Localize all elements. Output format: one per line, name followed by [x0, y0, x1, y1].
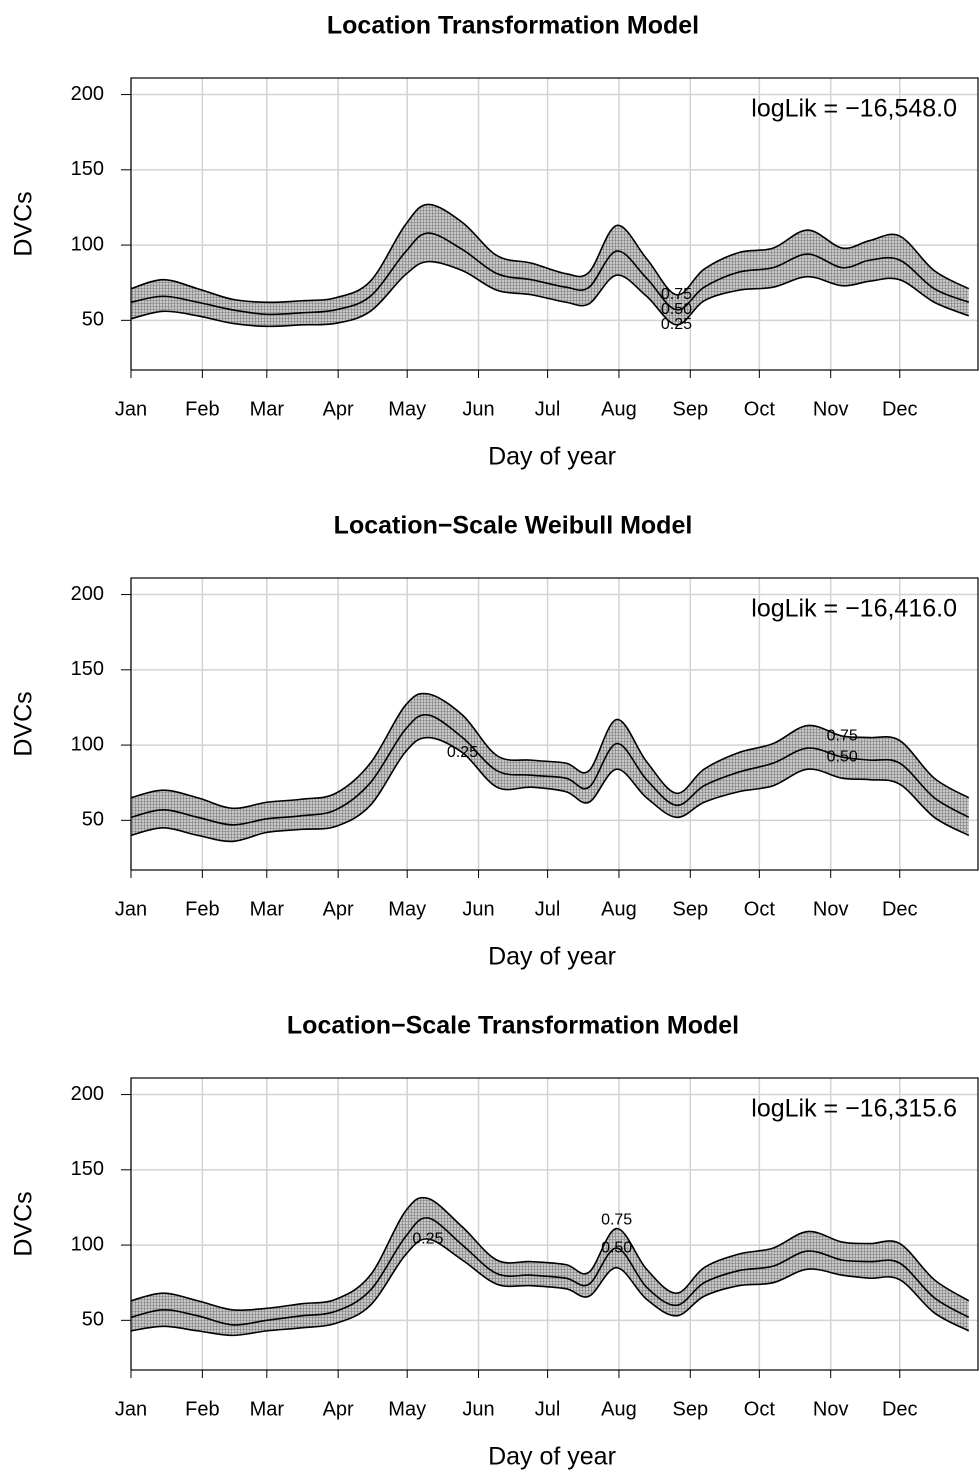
x-tick-label: Oct [744, 1398, 776, 1420]
y-tick-label: 50 [82, 1309, 104, 1331]
x-tick-label: Jun [462, 1398, 494, 1420]
y-tick-label: 50 [82, 309, 104, 331]
x-tick-label: Apr [323, 1398, 354, 1420]
quantile-line [130, 692, 970, 810]
x-tick-label: Nov [813, 398, 849, 420]
x-tick-label: Feb [185, 1398, 219, 1420]
quantile-line [130, 203, 970, 304]
x-tick-label: Jan [115, 398, 147, 420]
x-tick-label: Aug [601, 898, 637, 920]
x-tick-label: Oct [744, 898, 776, 920]
quantile-line [130, 1196, 970, 1312]
x-tick-label: Jul [535, 898, 561, 920]
annotation: logLik = −16,315.6 [751, 1095, 957, 1123]
y-tick-label: 100 [71, 733, 104, 755]
series-label: 0.75 [661, 286, 692, 303]
y-axis-label: DVCs [10, 1191, 38, 1256]
series-label: 0.50 [601, 1239, 632, 1256]
y-tick-label: 150 [71, 1158, 104, 1180]
y-tick-label: 100 [71, 233, 104, 255]
quantile-line [130, 736, 970, 843]
chart-title: Location−Scale Transformation Model [287, 1012, 739, 1040]
x-tick-label: Apr [323, 898, 354, 920]
series-label: 0.50 [827, 748, 858, 765]
x-tick-label: Jun [462, 898, 494, 920]
y-tick-label: 100 [71, 1233, 104, 1255]
y-tick-label: 200 [71, 83, 104, 105]
quantile-band [131, 1197, 969, 1336]
series-label: 0.25 [412, 1230, 443, 1247]
x-tick-label: Apr [323, 398, 354, 420]
plot-frame [130, 1077, 979, 1371]
x-axis-label: Day of year [488, 443, 616, 471]
x-tick-label: Aug [601, 1398, 637, 1420]
y-tick-label: 50 [82, 809, 104, 831]
x-tick-label: Dec [882, 1398, 918, 1420]
x-tick-label: Sep [672, 1398, 708, 1420]
x-tick-label: Jul [535, 1398, 561, 1420]
x-tick-label: Jan [115, 898, 147, 920]
quantile-line [130, 260, 970, 328]
plot-frame [130, 77, 979, 371]
x-tick-label: Feb [185, 398, 219, 420]
x-tick-label: Nov [813, 1398, 849, 1420]
x-tick-label: Jan [115, 1398, 147, 1420]
quantile-band [131, 693, 969, 842]
x-axis-label: Day of year [488, 943, 616, 971]
x-tick-label: Sep [672, 398, 708, 420]
quantile-band [131, 204, 969, 327]
x-tick-label: Sep [672, 898, 708, 920]
x-tick-label: May [388, 1398, 426, 1420]
x-tick-label: Jun [462, 398, 494, 420]
y-tick-label: 150 [71, 658, 104, 680]
series-label: 0.25 [447, 744, 478, 761]
annotation: logLik = −16,548.0 [751, 95, 957, 123]
quantile-line [130, 232, 970, 316]
x-tick-label: Nov [813, 898, 849, 920]
x-tick-label: Dec [882, 398, 918, 420]
x-tick-label: Dec [882, 898, 918, 920]
series-label: 0.50 [661, 301, 692, 318]
y-axis-label: DVCs [10, 191, 38, 256]
x-tick-label: May [388, 398, 426, 420]
x-tick-label: Mar [250, 898, 285, 920]
y-tick-label: 200 [71, 1083, 104, 1105]
chart-title: Location Transformation Model [327, 12, 699, 40]
plot-frame [130, 577, 979, 871]
y-tick-label: 150 [71, 158, 104, 180]
quantile-line [130, 713, 970, 826]
y-axis-label: DVCs [10, 691, 38, 756]
series-label: 0.75 [601, 1212, 632, 1229]
quantile-line [130, 1238, 970, 1337]
x-axis-label: Day of year [488, 1443, 616, 1471]
x-tick-label: Jul [535, 398, 561, 420]
x-tick-label: Feb [185, 898, 219, 920]
series-label: 0.25 [661, 316, 692, 333]
series-label: 0.75 [827, 727, 858, 744]
x-tick-label: Mar [250, 398, 285, 420]
x-tick-label: Oct [744, 398, 776, 420]
quantile-line [130, 1217, 970, 1326]
x-tick-label: May [388, 898, 426, 920]
chart-title: Location−Scale Weibull Model [334, 512, 693, 540]
annotation: logLik = −16,416.0 [751, 595, 957, 623]
x-tick-label: Aug [601, 398, 637, 420]
x-tick-label: Mar [250, 1398, 285, 1420]
y-tick-label: 200 [71, 583, 104, 605]
